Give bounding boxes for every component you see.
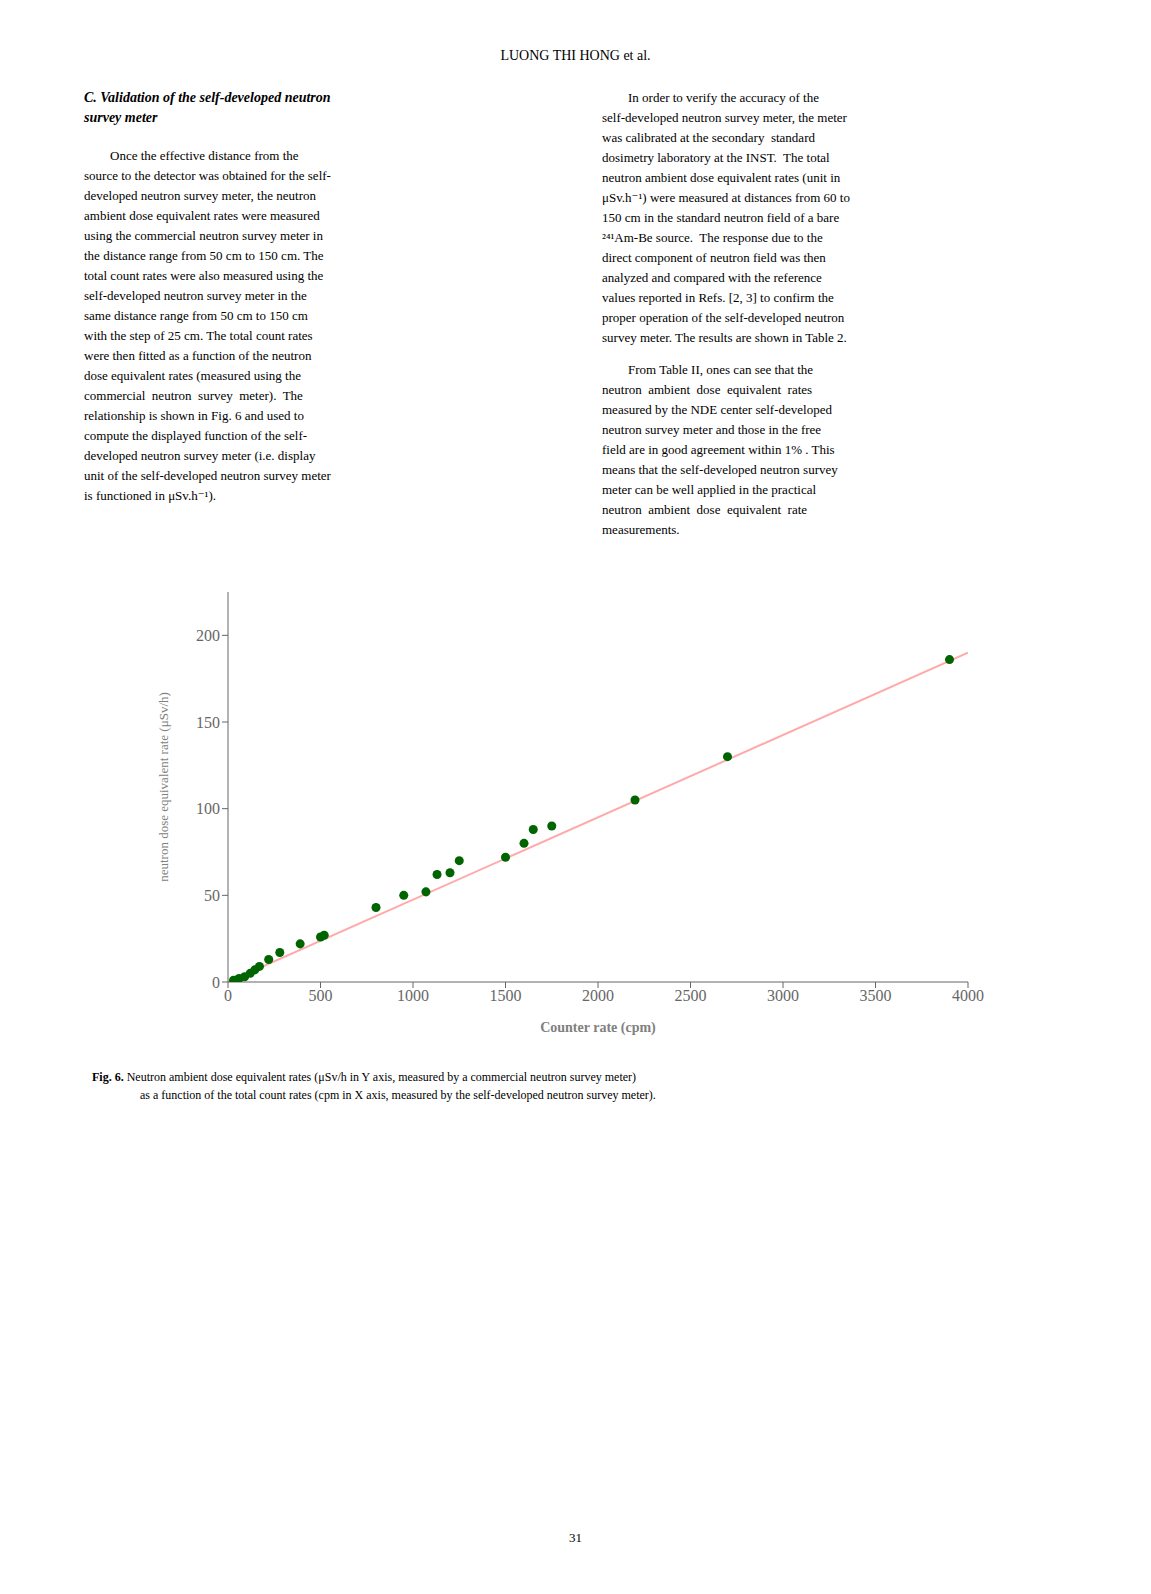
html-text:31: 31 — [569, 1530, 582, 1545]
html-text:In order to verify the accurac: In order to verify the accuracy of the — [602, 90, 819, 105]
svg-text:1500: 1500 — [490, 987, 522, 1004]
html-text:survey meter. The results are: survey meter. The results are shown in T… — [602, 330, 847, 345]
svg-text:neutron dose equivalent rate (: neutron dose equivalent rate (μSv/h) — [156, 692, 171, 882]
html-text:self-developed neutron survey: self-developed neutron survey meter, the… — [602, 110, 847, 125]
html-text:using the commercial neutron s: using the commercial neutron survey mete… — [84, 228, 323, 243]
html-text:compute the displayed function: compute the displayed function of the se… — [84, 428, 308, 443]
html-text:field are in good agreement wi: field are in good agreement within 1% . … — [602, 442, 835, 457]
html-text:is functioned in μSv.h⁻¹).: is functioned in μSv.h⁻¹). — [84, 488, 217, 503]
html-text:commercial neutron survey mete: commercial neutron survey meter). The — [84, 388, 303, 403]
svg-text:2000: 2000 — [582, 987, 614, 1004]
html-text:the distance range from 50 cm: the distance range from 50 cm to 150 cm.… — [84, 248, 324, 263]
html-text:dosimetry laboratory at the IN: dosimetry laboratory at the INST. The to… — [602, 150, 830, 165]
html-text:same distance range from 50 cm: same distance range from 50 cm to 150 cm — [84, 308, 308, 323]
svg-text:100: 100 — [196, 800, 220, 817]
html-text:values reported in Refs. [2, 3: values reported in Refs. [2, 3] to confi… — [602, 290, 834, 305]
html-text:dose equivalent rates (measure: dose equivalent rates (measured using th… — [84, 368, 301, 383]
html-text:was calibrated at the secondar: was calibrated at the secondary standard — [602, 130, 815, 145]
svg-text:200: 200 — [196, 627, 220, 644]
svg-text:3000: 3000 — [767, 987, 799, 1004]
html-text:means that the self-developed: means that the self-developed neutron su… — [602, 462, 838, 477]
html-text:ambient dose equivalent rates: ambient dose equivalent rates were measu… — [84, 208, 320, 223]
html-text:measured by the NDE center sel: measured by the NDE center self-develope… — [602, 402, 832, 417]
html-text:self-developed neutron survey: self-developed neutron survey meter in t… — [84, 288, 307, 303]
html-text:From Table II, ones can see th: From Table II, ones can see that the — [602, 362, 814, 377]
html-text:meter can be well applied in t: meter can be well applied in the practic… — [602, 482, 816, 497]
html-text:as a function of the total cou: as a function of the total count rates (… — [140, 1088, 656, 1102]
html-text:developed neutron survey meter: developed neutron survey meter (i.e. dis… — [84, 448, 316, 463]
html-text:Fig. 6. Neutron ambient dose e: Fig. 6. Neutron ambient dose equivalent … — [92, 1070, 637, 1084]
html-text:neutron ambient dose equivalen: neutron ambient dose equivalent rate — [602, 502, 807, 517]
html-text:proper operation of the self-d: proper operation of the self-developed n… — [602, 310, 845, 325]
html-text:neutron ambient dose equivalen: neutron ambient dose equivalent rates — [602, 382, 813, 397]
html-text:unit of the self-developed neu: unit of the self-developed neutron surve… — [84, 468, 331, 483]
svg-text:2500: 2500 — [675, 987, 707, 1004]
html-text:μSv.h⁻¹) were measured at dist: μSv.h⁻¹) were measured at distances from… — [602, 190, 850, 205]
svg-text:0: 0 — [212, 974, 220, 991]
html-text:150 cm in the standard neutron: 150 cm in the standard neutron field of … — [602, 210, 840, 225]
html-text:total count rates were also me: total count rates were also measured usi… — [84, 268, 324, 283]
html-text:source to the detector was obt: source to the detector was obtained for … — [84, 168, 331, 183]
svg-text:3500: 3500 — [860, 987, 892, 1004]
html-text:analyzed and compared with the: analyzed and compared with the reference — [602, 270, 822, 285]
html-text:were then fitted as a function: were then fitted as a function of the ne… — [84, 348, 312, 363]
html-text:with the step of 25 cm. The to: with the step of 25 cm. The total count … — [84, 328, 313, 343]
svg-text:500: 500 — [309, 987, 333, 1004]
html-text:neutron survey meter and those: neutron survey meter and those in the fr… — [602, 422, 822, 437]
svg-text:4000: 4000 — [952, 987, 984, 1004]
svg-text:150: 150 — [196, 714, 220, 731]
html-text:neutron ambient dose equivalen: neutron ambient dose equivalent rates (u… — [602, 170, 841, 185]
html-text:²⁴¹Am-Be source. The response: ²⁴¹Am-Be source. The response due to the — [602, 230, 823, 245]
svg-text:50: 50 — [204, 887, 220, 904]
svg-text:Counter rate (cpm): Counter rate (cpm) — [540, 1020, 656, 1036]
html-text:LUONG THI HONG et al.: LUONG THI HONG et al. — [500, 48, 651, 63]
html-text:developed neutron survey meter: developed neutron survey meter, the neut… — [84, 188, 316, 203]
html-text:survey meter: survey meter — [84, 110, 158, 125]
svg-text:1000: 1000 — [397, 987, 429, 1004]
svg-text:0: 0 — [224, 987, 232, 1004]
html-text:measurements.: measurements. — [602, 522, 680, 537]
html-text:relationship is shown in Fig.: relationship is shown in Fig. 6 and used… — [84, 408, 304, 423]
html-text:Once the effective distance fr: Once the effective distance from the — [84, 148, 299, 163]
html-text:direct component of neutron fi: direct component of neutron field was th… — [602, 250, 826, 265]
html-text:C. Validation of the self-deve: C. Validation of the self-developed neut… — [84, 90, 331, 105]
